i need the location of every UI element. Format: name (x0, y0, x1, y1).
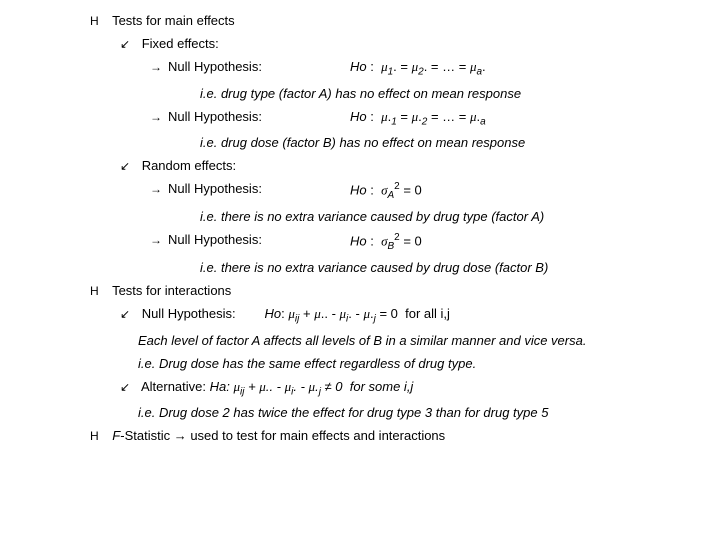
random-h1-explain: i.e. there is no extra variance caused b… (200, 209, 700, 224)
interactions-null-formula: Ho: μij + μ.. - μi. - μ.j = 0 for all i,… (265, 306, 450, 321)
interactions-null-explain1: Each level of factor A affects all level… (138, 333, 700, 348)
section-main-effects: Tests for main effects (90, 13, 700, 28)
random-h1-formula: Ho : σA2 = 0 (350, 181, 700, 201)
fixed-h2-explain: i.e. drug dose (factor B) has no effect … (200, 135, 700, 150)
fixed-h2-label: Null Hypothesis: (150, 109, 350, 128)
section1-title: Tests for main effects (112, 13, 235, 28)
fixed-h2-row: Null Hypothesis: Ho : μ.1 = μ.2 = … = μ.… (150, 109, 700, 128)
random-effects-heading: Random effects: (120, 158, 700, 173)
random-h2-formula: Ho : σB2 = 0 (350, 232, 700, 252)
interactions-alt-row: Alternative: Ha: μij + μ.. - μi. - μ.j ≠… (120, 379, 700, 398)
fixed-effects-heading: Fixed effects: (120, 36, 700, 51)
random-h2-label: Null Hypothesis: (150, 232, 350, 252)
random-h2-explain: i.e. there is no extra variance caused b… (200, 260, 700, 275)
interactions-null-row: Null Hypothesis: Ho: μij + μ.. - μi. - μ… (120, 306, 700, 325)
fixed-h1-formula: Ho : μ1. = μ2. = … = μa. (350, 59, 700, 78)
fixed-h1-label: Null Hypothesis: (150, 59, 350, 78)
interactions-null-label: Null Hypothesis: (142, 306, 236, 321)
fixed-h1-explain: i.e. drug type (factor A) has no effect … (200, 86, 700, 101)
section-fstat: F-Statistic → used to test for main effe… (90, 428, 700, 443)
interactions-null-explain2: i.e. Drug dose has the same effect regar… (138, 356, 700, 371)
random-h1-row: Null Hypothesis: Ho : σA2 = 0 (150, 181, 700, 201)
random-h1-label: Null Hypothesis: (150, 181, 350, 201)
fixed-label: Fixed effects: (142, 36, 219, 51)
fixed-h2-formula: Ho : μ.1 = μ.2 = … = μ.a (350, 109, 700, 128)
random-label: Random effects: (142, 158, 236, 173)
section-interactions: Tests for interactions (90, 283, 700, 298)
interactions-alt-explain: i.e. Drug dose 2 has twice the effect fo… (138, 405, 700, 420)
fstat-text: F-Statistic → used to test for main effe… (112, 428, 445, 443)
random-h2-row: Null Hypothesis: Ho : σB2 = 0 (150, 232, 700, 252)
section2-title: Tests for interactions (112, 283, 231, 298)
interactions-alt-label: Alternative: (141, 379, 206, 394)
fixed-h1-row: Null Hypothesis: Ho : μ1. = μ2. = … = μa… (150, 59, 700, 78)
interactions-alt-formula: Ha: μij + μ.. - μi. - μ.j ≠ 0 for some i… (210, 379, 414, 394)
